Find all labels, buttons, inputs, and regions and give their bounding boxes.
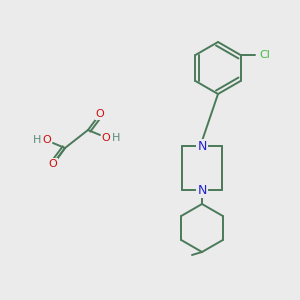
Text: N: N [197,140,207,152]
Text: O: O [102,133,110,143]
Text: H: H [33,135,41,145]
Text: O: O [49,159,57,169]
Text: N: N [197,184,207,196]
Text: O: O [43,135,51,145]
Text: H: H [112,133,120,143]
Text: Cl: Cl [259,50,270,60]
Text: O: O [96,109,104,119]
